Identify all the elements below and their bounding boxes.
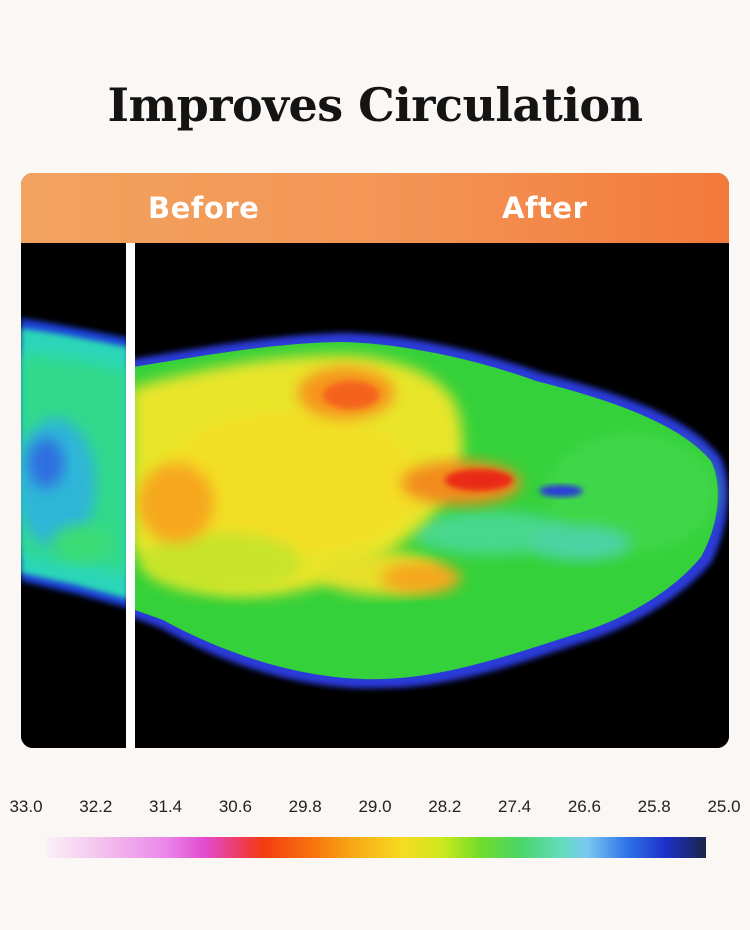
- scale-tick: 32.2: [79, 797, 113, 816]
- scale-tick: 30.6: [218, 797, 252, 816]
- scale-tick: 27.4: [498, 797, 532, 816]
- comparison-header: Before After: [21, 173, 729, 243]
- temperature-scale-labels: 33.0 32.2 31.4 30.6 29.8 29.0 28.2 27.4 …: [9, 797, 740, 821]
- page-title: Improves Circulation: [107, 78, 643, 132]
- temperature-color-bar: [46, 837, 706, 858]
- scale-tick: 33.0: [9, 797, 43, 816]
- scale-tick: 28.2: [428, 797, 462, 816]
- scale-tick: 25.0: [707, 797, 741, 816]
- thermal-foot-image: [21, 243, 729, 748]
- scale-tick: 26.6: [567, 797, 601, 816]
- scale-tick: 29.8: [288, 797, 322, 816]
- after-label: After: [502, 191, 588, 225]
- scale-tick: 29.0: [358, 797, 392, 816]
- scale-tick: 25.8: [637, 797, 671, 816]
- scale-tick: 31.4: [149, 797, 183, 816]
- thermal-comparison-card: Before After: [21, 173, 729, 748]
- before-label: Before: [148, 191, 260, 225]
- before-after-divider: [126, 243, 135, 748]
